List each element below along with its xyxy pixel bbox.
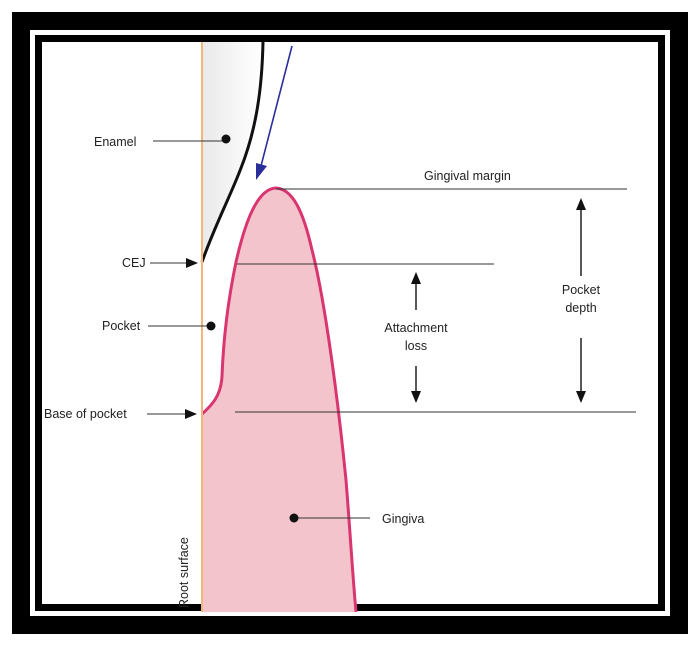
- pocket-depth-label-line2: depth: [565, 301, 596, 315]
- pocket-depth-up-arrow: [576, 198, 586, 276]
- diagram-background: [42, 42, 658, 604]
- pocket-label: Pocket: [102, 319, 141, 333]
- pocket-depth-down-arrow: [576, 338, 586, 403]
- gingiva-outline: [200, 186, 358, 613]
- gingiva-shape: [202, 188, 356, 612]
- cej-arrowhead: [186, 258, 198, 268]
- gingival-margin-label: Gingival margin: [424, 169, 511, 183]
- pocket-depth-label-line1: Pocket: [562, 283, 601, 297]
- attachment-loss-up-arrow: [411, 272, 421, 310]
- gingiva-marker: [289, 513, 299, 523]
- base-of-pocket-arrowhead: [185, 409, 197, 419]
- enamel-shape: [202, 42, 263, 262]
- root-surface-label: Root surface: [177, 537, 191, 608]
- attachment-loss-label-line2: loss: [405, 339, 427, 353]
- enamel-edge: [200, 41, 265, 263]
- probe-arrow: [256, 45, 293, 180]
- enamel-label: Enamel: [94, 135, 136, 149]
- cej-label: CEJ: [122, 256, 146, 270]
- base-of-pocket-label: Base of pocket: [44, 407, 127, 421]
- attachment-loss-down-arrow: [411, 366, 421, 403]
- attachment-loss-label-line1: Attachment: [384, 321, 448, 335]
- gingiva-label: Gingiva: [382, 512, 424, 526]
- pocket-marker: [206, 321, 216, 331]
- enamel-marker: [221, 134, 231, 144]
